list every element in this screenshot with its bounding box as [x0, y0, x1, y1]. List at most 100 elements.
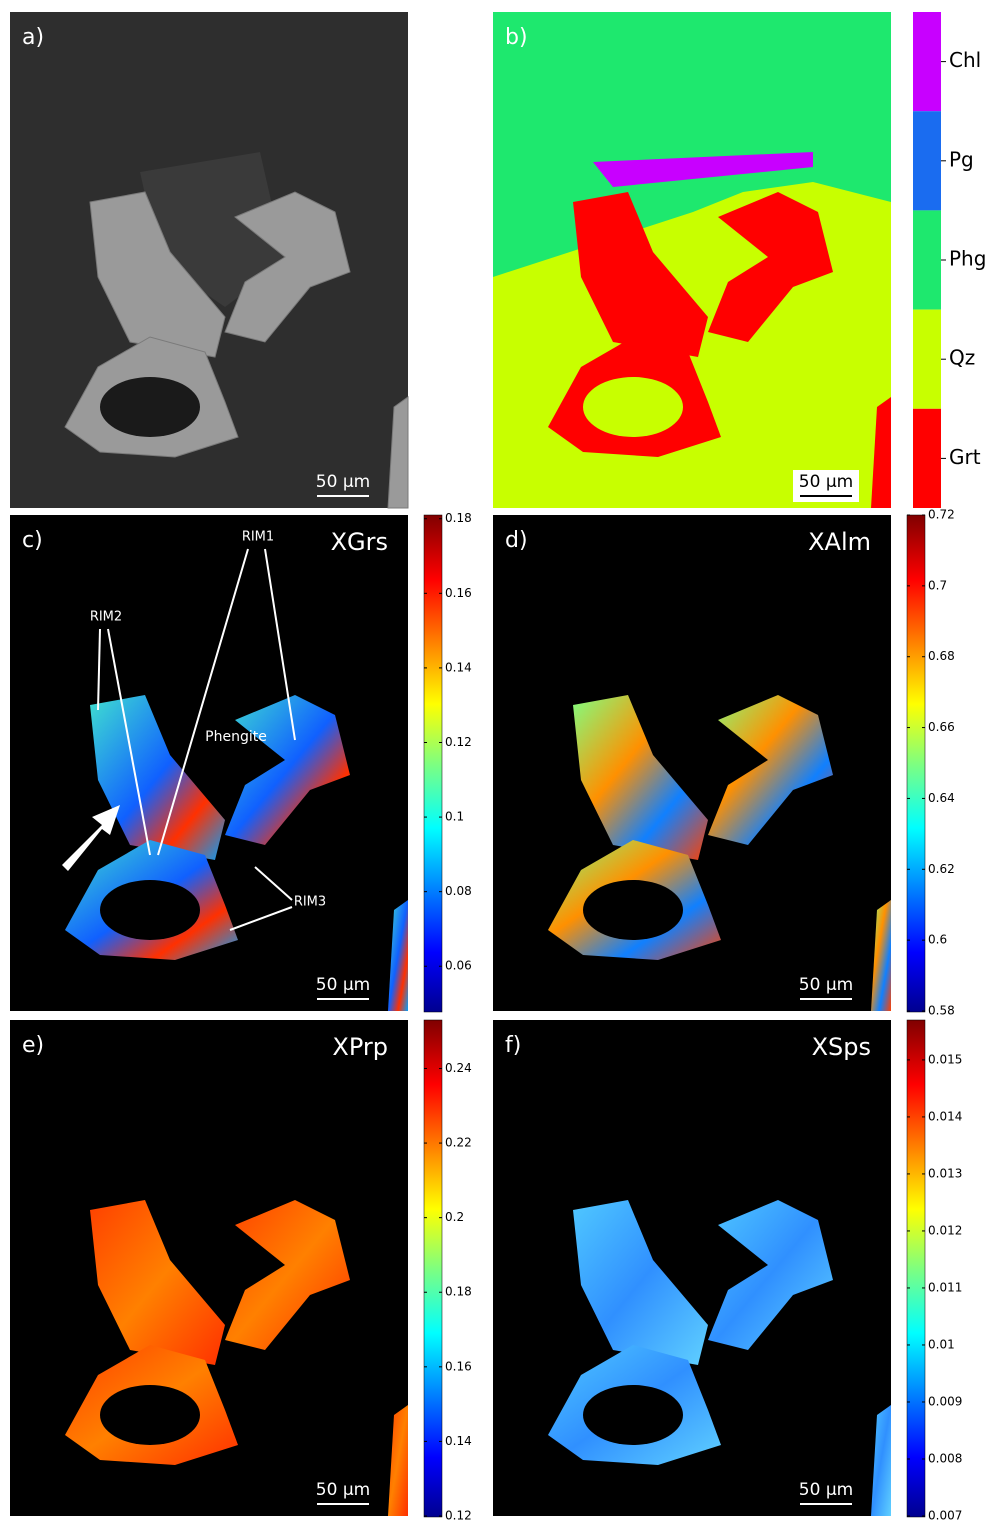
colorbar: [423, 514, 443, 1013]
panel-title: XGrs: [331, 528, 388, 556]
colorbar-tick-label: 0.12: [445, 1509, 472, 1522]
annotation-leader: [107, 628, 151, 856]
garnet-core: [583, 377, 683, 437]
panel: c) XGrs 50 µm RIM1 RIM2 Phengite RIM3 0.06 0.08 0…: [10, 511, 472, 1013]
legend-swatch: [913, 309, 941, 409]
garnet-grain: [388, 900, 408, 1011]
annotation: RIM1: [242, 530, 274, 545]
panel: b) 50 µm Chl Pg Phg Qz Grt: [493, 12, 986, 508]
colorbar-tick-label: 0.012: [928, 1223, 962, 1237]
colorbar-tick-label: 0.08: [445, 884, 472, 898]
panel-label: d): [505, 528, 528, 553]
scale-bar-label: 50 µm: [316, 472, 370, 492]
colorbar-tick-label: 0.1: [445, 810, 464, 824]
panel-label: c): [22, 528, 43, 553]
panel-title: XPrp: [332, 1033, 388, 1061]
colorbar-tick-label: 0.014: [928, 1109, 962, 1123]
annotation-leader: [229, 906, 293, 931]
scale-bar-label: 50 µm: [799, 975, 853, 995]
panel-label: f): [505, 1033, 521, 1058]
colorbar-tick-label: 0.16: [445, 586, 472, 600]
colorbar-tick-label: 0.06: [445, 959, 472, 973]
garnet-grain: [573, 695, 708, 860]
garnet-grain: [871, 1405, 891, 1516]
garnet-core: [100, 377, 200, 437]
annotation-leader: [97, 628, 101, 711]
colorbar-tick-label: 0.008: [928, 1451, 962, 1465]
colorbar-tick-label: 0.68: [928, 649, 955, 663]
legend-label: Pg: [949, 147, 974, 171]
colorbar-tick-label: 0.58: [928, 1004, 955, 1018]
colorbar-tick-label: 0.009: [928, 1394, 962, 1408]
colorbar-tick-label: 0.14: [445, 1434, 472, 1448]
panel-title: XSps: [812, 1033, 871, 1061]
panel-label: b): [505, 25, 528, 50]
garnet-grain: [871, 397, 891, 508]
colorbar: [423, 1019, 443, 1518]
legend-swatch: [913, 111, 941, 211]
arrow: [62, 805, 120, 871]
annotation-leader: [254, 866, 293, 901]
legend-swatch: [913, 210, 941, 310]
colorbar-tick-label: 0.01: [928, 1337, 955, 1351]
garnet-grain: [90, 1200, 225, 1365]
legend-label: Qz: [949, 346, 975, 370]
annotation: RIM3: [294, 895, 326, 910]
colorbar: [906, 514, 926, 1013]
garnet-grain: [225, 695, 350, 845]
legend-label: Grt: [949, 445, 981, 469]
legend-swatch: [913, 12, 941, 112]
legend-swatch: [913, 408, 941, 508]
colorbar-tick-label: 0.22: [445, 1136, 472, 1150]
colorbar-tick-label: 0.6: [928, 933, 947, 947]
annotation: Phengite: [205, 729, 267, 745]
panel-label: a): [22, 25, 44, 50]
colorbar: [906, 1019, 926, 1518]
colorbar-tick-label: 0.14: [445, 660, 472, 674]
scale-bar-label: 50 µm: [316, 1480, 370, 1500]
garnet-grain: [573, 192, 708, 357]
legend-label: Chl: [949, 48, 981, 72]
garnet-core: [583, 880, 683, 940]
colorbar-tick-label: 0.7: [928, 578, 947, 592]
garnet-grain: [90, 695, 225, 860]
garnet-grain: [388, 1405, 408, 1516]
garnet-grain: [708, 1200, 833, 1350]
garnet-grain: [573, 1200, 708, 1365]
legend-label: Phg: [949, 247, 986, 271]
colorbar-tick-label: 0.72: [928, 508, 955, 522]
chl-streak: [593, 152, 813, 187]
colorbar-tick-label: 0.64: [928, 791, 955, 805]
colorbar-tick-label: 0.013: [928, 1166, 962, 1180]
panel-label: e): [22, 1033, 44, 1058]
garnet-grain: [224, 191, 351, 343]
annotation-leader: [264, 548, 296, 741]
colorbar-tick-label: 0.015: [928, 1052, 962, 1066]
colorbar-tick-label: 0.16: [445, 1359, 472, 1373]
annotation-leader: [157, 548, 249, 856]
garnet-grain: [708, 695, 833, 845]
colorbar-tick-label: 0.007: [928, 1509, 962, 1522]
colorbar-tick-label: 0.2: [445, 1210, 464, 1224]
colorbar-tick-label: 0.12: [445, 735, 472, 749]
scale-bar-label: 50 µm: [799, 472, 853, 492]
annotation: RIM2: [90, 610, 122, 625]
colorbar-tick-label: 0.62: [928, 862, 955, 876]
panel: a) 50 µm: [10, 12, 409, 509]
colorbar-tick-label: 0.18: [445, 1285, 472, 1299]
colorbar-tick-label: 0.66: [928, 720, 955, 734]
garnet-grain: [708, 192, 833, 342]
panel-title: XAlm: [808, 528, 871, 556]
panel: f) XSps 50 µm 0.007 0.008 0.009 0.01 0.011 0.012…: [493, 1019, 962, 1523]
garnet-core: [100, 880, 200, 940]
scale-bar-label: 50 µm: [316, 975, 370, 995]
garnet-core: [100, 1385, 200, 1445]
garnet-core: [583, 1385, 683, 1445]
garnet-grain: [871, 900, 891, 1011]
panel: e) XPrp 50 µm 0.12 0.14 0.16 0.18 0.2 0.22 0.24: [10, 1019, 472, 1523]
colorbar-tick-label: 0.24: [445, 1061, 472, 1075]
garnet-grain: [225, 1200, 350, 1350]
garnet-grain: [89, 191, 226, 358]
colorbar-tick-label: 0.011: [928, 1280, 962, 1294]
